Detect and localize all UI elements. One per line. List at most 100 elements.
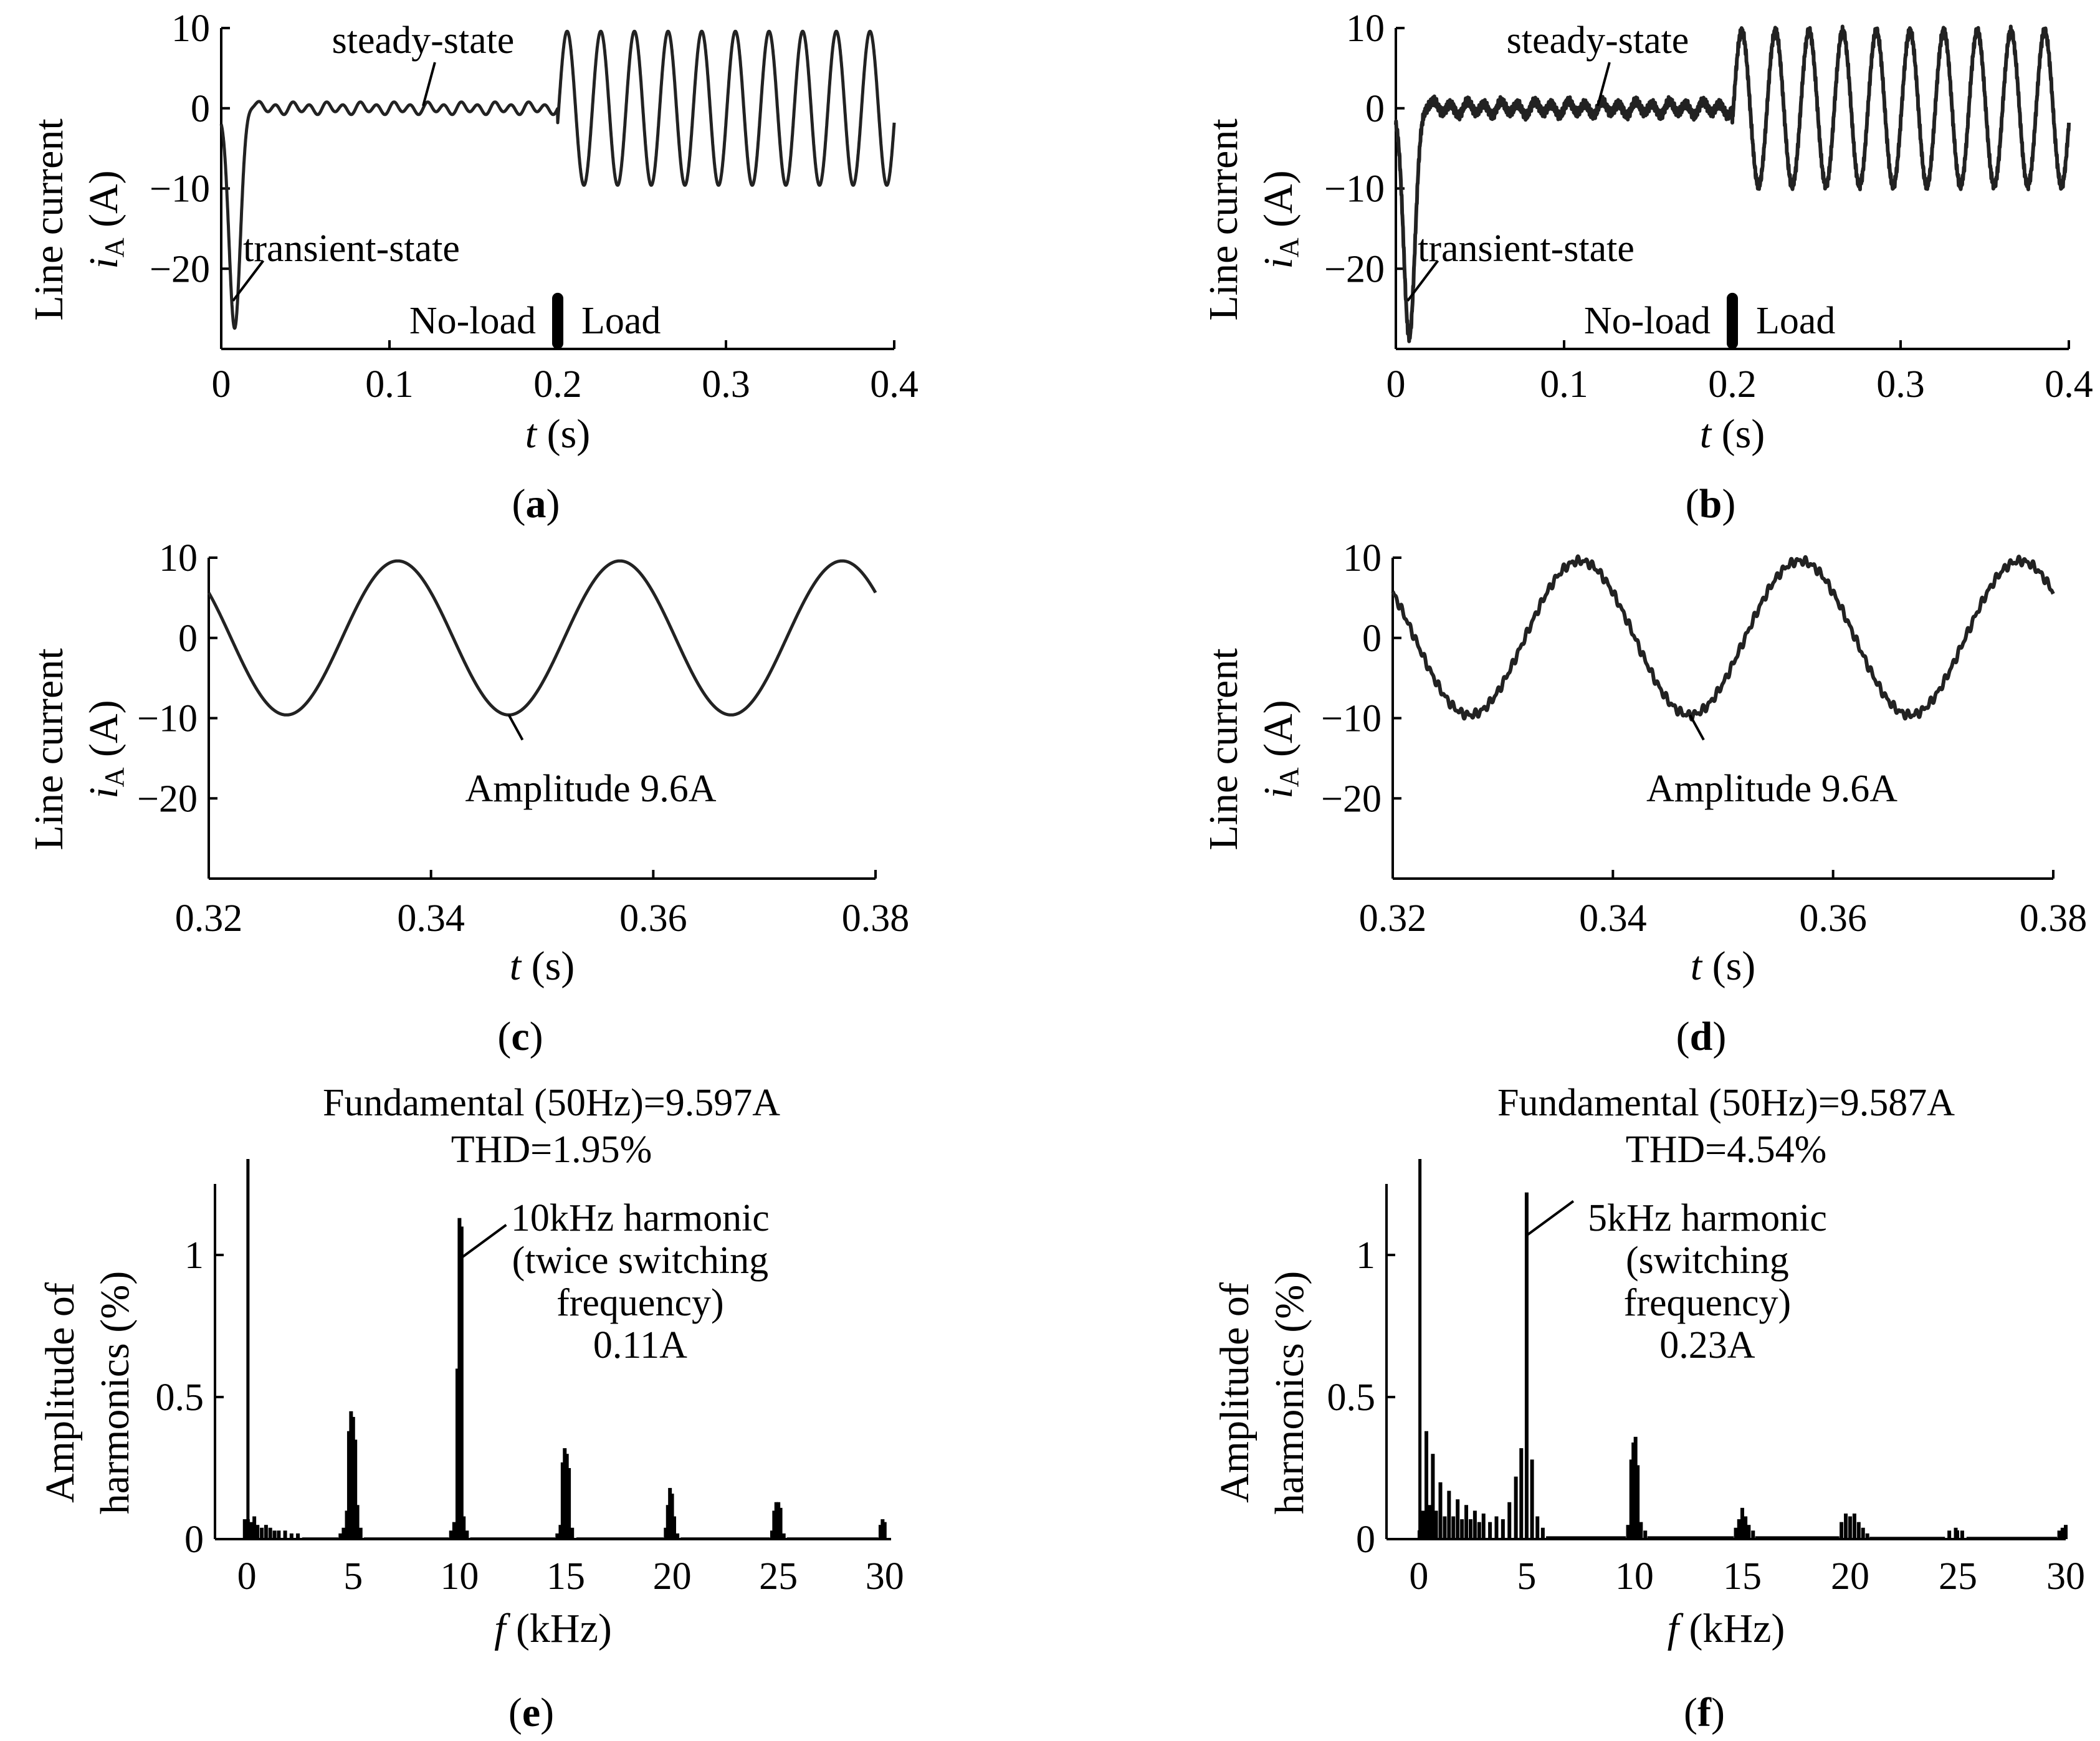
panel-caption: (b)	[1686, 481, 1736, 527]
harmonic-bar	[242, 1519, 247, 1539]
x-axis-unit: (kHz)	[1679, 1606, 1785, 1651]
y-tick-label: 0.5	[156, 1376, 204, 1419]
amplitude-label: Amplitude 9.6A	[1646, 768, 1897, 810]
panel-f: 0 5 10 15 20 25 30 0 0.5 1 f (kHz) Amplitude of harm…	[1212, 1082, 2085, 1735]
x-axis-symbol: t	[1700, 411, 1712, 457]
harmonic-bar	[1852, 1513, 1856, 1539]
harmonic-annotation-line-4: 0.11A	[593, 1324, 687, 1367]
y-tick-label: 10	[159, 537, 198, 580]
harmonic-bar	[1494, 1516, 1499, 1539]
caption-letter: e	[522, 1690, 540, 1735]
harmonic-bar	[459, 1226, 464, 1539]
caption-paren-open: (	[1676, 1014, 1690, 1059]
harmonic-bar	[346, 1431, 351, 1539]
harmonic-bar	[672, 1516, 676, 1539]
x-tick-label: 15	[1723, 1555, 1762, 1598]
harmonic-bar	[1428, 1505, 1432, 1539]
harmonic-bar	[1954, 1527, 1958, 1539]
caption-paren-open: (	[1686, 481, 1699, 527]
harmonic-bar	[558, 1525, 563, 1539]
y-axis-subscript: A	[99, 767, 130, 787]
harmonic-bar	[1421, 1510, 1425, 1539]
y-tick-label: −10	[150, 168, 210, 211]
harmonic-bar	[1488, 1522, 1492, 1539]
harmonic-bar	[351, 1416, 355, 1539]
chart-title-line1: Fundamental (50Hz)=9.597A	[323, 1082, 780, 1124]
harmonic-bar	[881, 1519, 885, 1539]
y-tick-label: 1	[184, 1234, 204, 1277]
y-axis-label-line1: Line current	[1201, 118, 1246, 320]
harmonic-bar	[1468, 1519, 1472, 1539]
harmonic-bar	[882, 1522, 887, 1539]
harmonic-bar	[664, 1527, 668, 1539]
harmonic-bar	[1751, 1530, 1755, 1539]
x-axis-label: f (kHz)	[494, 1606, 612, 1651]
x-tick-label: 0.32	[175, 897, 243, 940]
harmonic-bar	[345, 1510, 349, 1539]
harmonic-bar	[1425, 1431, 1429, 1539]
harmonic-bar	[1636, 1465, 1640, 1539]
panel-caption: (a)	[512, 481, 560, 527]
harmonic-bar	[1524, 1192, 1529, 1539]
harmonic-bar	[353, 1439, 358, 1539]
harmonic-bar	[1456, 1499, 1460, 1539]
harmonic-bar	[1434, 1510, 1438, 1539]
caption-paren-close: )	[546, 481, 560, 527]
y-tick-label: −10	[137, 698, 198, 740]
harmonic-bar	[252, 1516, 257, 1539]
x-axis-label: t (s)	[525, 411, 591, 457]
x-tick-label: 0.1	[365, 363, 414, 406]
baseline-harmonics	[1647, 1536, 1734, 1539]
harmonic-bar	[668, 1487, 672, 1539]
baseline-harmonics	[302, 1537, 338, 1539]
harmonic-bar	[246, 1519, 250, 1539]
harmonic-bar	[774, 1502, 778, 1539]
harmonic-annotation-line-1: 10kHz harmonic	[511, 1197, 770, 1239]
harmonic-annotation-line-2: (switching	[1626, 1239, 1789, 1282]
caption-paren-open: (	[508, 1690, 522, 1735]
caption-paren-open: (	[497, 1014, 511, 1059]
x-tick-label: 0.32	[1359, 897, 1427, 940]
harmonic-annotation-pointer	[1525, 1200, 1575, 1237]
y-tick-label: −10	[1324, 168, 1385, 211]
caption-paren-close: )	[1712, 1014, 1726, 1059]
steady-state-label: steady-state	[1507, 19, 1689, 62]
harmonic-bar	[1451, 1516, 1456, 1539]
harmonic-bar	[1856, 1522, 1861, 1539]
caption-letter: d	[1690, 1014, 1713, 1059]
panel-caption: (f)	[1684, 1690, 1725, 1735]
baseline-harmonics	[470, 1537, 555, 1539]
y-tick-label: 0	[178, 618, 198, 660]
harmonic-bar	[283, 1530, 287, 1539]
harmonic-bar	[1840, 1522, 1844, 1539]
harmonic-bar	[1514, 1476, 1518, 1539]
x-tick-label: 25	[759, 1555, 798, 1598]
load-label: Load	[1756, 300, 1835, 342]
panel-caption: (e)	[508, 1690, 554, 1735]
x-axis-symbol: t	[510, 943, 522, 989]
harmonic-bar	[776, 1502, 781, 1539]
transient-state-pointer	[232, 260, 265, 302]
harmonic-bar	[1519, 1448, 1524, 1539]
harmonic-bar	[1530, 1459, 1534, 1539]
harmonic-bar	[2060, 1527, 2064, 1539]
harmonic-bar	[555, 1533, 560, 1539]
load-step-marker	[552, 292, 563, 349]
caption-paren-close: )	[1722, 481, 1735, 527]
x-tick-label: 0.38	[842, 897, 910, 940]
harmonic-bar	[289, 1533, 294, 1539]
caption-paren-close: )	[1711, 1690, 1725, 1735]
x-tick-label: 0	[1386, 363, 1406, 406]
y-axis-subscript: A	[99, 237, 130, 257]
harmonic-bar	[1540, 1527, 1545, 1539]
no-load-label: No-load	[1584, 300, 1711, 342]
harmonic-bar	[1734, 1527, 1738, 1539]
y-axis-label-line1: Amplitude of	[1212, 1282, 1258, 1503]
panel-c: 0.32 0.34 0.36 0.38 10 0 −10 −20 t (s) Line curre…	[26, 537, 909, 1059]
y-axis-label-line2: iA (A)	[81, 700, 130, 798]
harmonic-bar	[272, 1530, 277, 1539]
harmonic-bar	[1844, 1513, 1848, 1539]
chart-title-line1: Fundamental (50Hz)=9.587A	[1497, 1082, 1955, 1124]
